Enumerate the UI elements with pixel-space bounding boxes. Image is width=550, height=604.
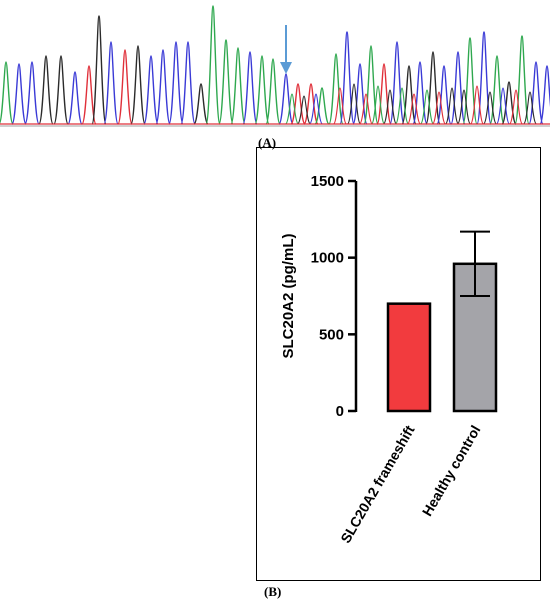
trace-peak <box>303 83 319 125</box>
trace-peak <box>205 5 221 125</box>
trace-peak <box>24 61 40 125</box>
y-axis-title: SLC20A2 (pg/mL) <box>280 233 297 358</box>
trace-peak <box>528 61 544 125</box>
trace-peak <box>346 83 362 125</box>
chromatogram-traces <box>0 5 550 127</box>
sequencing-chromatogram <box>0 5 550 127</box>
trace-peak <box>81 65 97 125</box>
trace-peak <box>218 39 234 125</box>
trace-peak <box>352 63 368 125</box>
trace-peak <box>143 55 159 125</box>
trace-peak <box>265 58 281 125</box>
trace-peak <box>67 71 83 125</box>
trace-peak <box>425 51 441 125</box>
trace-peak <box>38 55 54 125</box>
trace-peak <box>242 51 258 125</box>
trace-peak <box>376 63 392 125</box>
trace-peak <box>382 89 398 125</box>
trace-peak <box>444 87 460 125</box>
trace-peak <box>450 51 466 125</box>
trace-peak <box>389 41 405 125</box>
y-tick-label: 500 <box>319 326 344 343</box>
trace-peak <box>401 65 417 125</box>
trace-peak <box>168 41 184 125</box>
trace-peak <box>328 53 344 125</box>
trace-peak <box>103 41 119 125</box>
trace-peak <box>419 89 435 125</box>
mutation-arrow-head <box>280 62 292 74</box>
trace-peak <box>412 61 428 125</box>
trace-peak <box>370 85 386 125</box>
trace-peak <box>290 83 306 125</box>
trace-peak <box>406 93 422 125</box>
trace-peak <box>130 45 146 125</box>
trace-peak <box>308 93 324 125</box>
trace-peak <box>363 45 379 125</box>
trace-peak <box>254 55 270 125</box>
trace-peak <box>489 55 505 125</box>
trace-peak <box>91 15 107 125</box>
panel-b-label: (B) <box>264 584 282 599</box>
y-tick-label: 1500 <box>311 173 344 190</box>
trace-peak <box>155 49 171 125</box>
trace-peak <box>394 87 410 125</box>
trace-peak <box>539 65 550 125</box>
trace-peak <box>180 41 196 125</box>
trace-peak <box>284 93 300 125</box>
trace-peak <box>508 89 524 125</box>
panel-a-label: (A) <box>258 135 277 150</box>
trace-peak <box>469 85 485 125</box>
category-label: SLC20A2 frameshift <box>337 422 418 546</box>
bar-chart: 0 500 1000 1500 SLC20A2 (pg/mL) SLC20A2 frame… <box>280 173 498 546</box>
trace-peak <box>314 87 330 125</box>
trace-peak <box>332 87 348 125</box>
trace-peak <box>230 47 246 125</box>
y-tick-label: 0 <box>336 403 344 420</box>
trace-peak <box>193 83 209 125</box>
category-label: Healthy control <box>419 423 484 519</box>
trace-peak <box>117 49 133 125</box>
trace-peak <box>456 89 472 125</box>
trace-peak <box>462 37 478 125</box>
trace-peak <box>11 63 27 125</box>
bar <box>386 302 432 413</box>
trace-peak <box>431 91 447 125</box>
trace-peak <box>339 31 355 125</box>
trace-peak <box>296 95 312 125</box>
trace-peak <box>482 91 498 125</box>
trace-peak <box>522 91 538 125</box>
trace-peak <box>476 31 492 125</box>
trace-peak <box>436 65 452 125</box>
y-tick-label: 1000 <box>311 250 344 267</box>
trace-peak <box>495 87 511 125</box>
trace-peak <box>0 61 14 125</box>
trace-peak <box>501 81 517 125</box>
trace-peak <box>358 93 374 125</box>
panel-b-frame <box>256 147 541 581</box>
trace-peak <box>53 55 69 125</box>
